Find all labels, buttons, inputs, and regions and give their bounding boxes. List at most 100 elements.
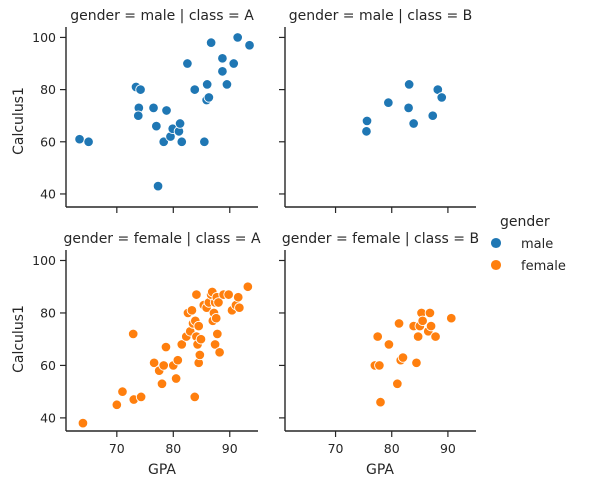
data-point <box>214 347 225 358</box>
legend-title: gender <box>500 214 550 230</box>
x-tick-label: 70 <box>109 441 125 456</box>
data-point <box>408 118 419 129</box>
data-point <box>195 333 207 345</box>
data-point <box>111 399 123 411</box>
data-point <box>176 339 188 350</box>
x-tick-label: 90 <box>222 441 238 456</box>
y-tick-label: 60 <box>40 134 56 149</box>
panel-title: gender = female | class = A <box>63 231 261 247</box>
panel-1: gender = male | class = A 40 60 80 100 <box>32 8 258 213</box>
data-point <box>161 105 172 116</box>
panel-title: gender = male | class = B <box>289 8 473 24</box>
data-point <box>74 133 85 145</box>
data-point <box>182 58 193 69</box>
data-point <box>172 354 184 366</box>
data-point <box>223 289 234 300</box>
data-point <box>209 339 221 350</box>
data-point <box>193 320 204 332</box>
data-point <box>189 84 201 95</box>
y-tick-label: 80 <box>40 82 56 97</box>
x-tick-label: 80 <box>384 441 400 456</box>
y-axis-label-bottom: Calculus1 <box>11 305 27 373</box>
data-point <box>160 341 172 353</box>
data-point <box>425 320 437 332</box>
panel-title: gender = male | class = A <box>70 8 254 24</box>
y-tick-label: 100 <box>32 30 56 45</box>
data-point <box>199 136 210 148</box>
data-point <box>427 110 438 121</box>
data-point <box>403 102 414 114</box>
data-point <box>212 328 223 340</box>
data-point <box>221 79 233 90</box>
data-point <box>205 37 217 48</box>
data-point <box>397 352 409 363</box>
data-point <box>170 373 182 384</box>
data-point <box>189 391 201 403</box>
data-point <box>403 79 415 90</box>
legend-marker-female <box>490 259 502 271</box>
y-tick-label: 80 <box>40 305 56 320</box>
y-axis-label-top: Calculus1 <box>11 87 27 155</box>
data-point <box>213 297 224 308</box>
data-point <box>148 102 159 114</box>
data-point <box>412 331 424 342</box>
y-tick-label: 40 <box>40 186 56 201</box>
x-tick-label: 90 <box>440 441 456 456</box>
data-point <box>411 357 422 369</box>
data-point <box>375 396 386 408</box>
data-point <box>446 312 457 324</box>
data-point <box>232 291 244 303</box>
data-point <box>210 312 222 324</box>
data-point <box>151 120 162 132</box>
data-point <box>383 339 395 350</box>
y-tick-label: 100 <box>32 253 56 268</box>
data-point <box>77 417 89 429</box>
panel-4: gender = female | class = B 70 80 90 <box>279 231 479 456</box>
data-point <box>191 289 202 300</box>
x-tick-label: 80 <box>165 441 181 456</box>
data-point <box>201 79 213 90</box>
data-point <box>374 360 385 371</box>
data-point <box>148 357 160 369</box>
data-point <box>242 281 254 292</box>
x-tick-label: 70 <box>328 441 344 456</box>
data-point <box>217 66 228 77</box>
legend-marker-male <box>490 237 502 249</box>
facet-panels: gender = male | class = A406080100gender… <box>32 8 479 456</box>
data-point <box>361 126 372 137</box>
panel-title: gender = female | class = B <box>282 231 479 247</box>
panel-2: gender = male | class = B <box>279 8 476 213</box>
data-point <box>393 318 405 329</box>
panel-3: gender = female | class = A 40 60 80 100 70 80… <box>32 231 261 456</box>
data-point <box>228 58 239 69</box>
data-point <box>232 32 243 43</box>
data-point <box>135 391 147 403</box>
legend: gender male female <box>490 214 566 274</box>
data-point <box>174 118 186 129</box>
y-tick-label: 40 <box>40 410 56 425</box>
data-point <box>83 136 94 148</box>
data-point <box>383 97 394 108</box>
data-point <box>194 349 206 361</box>
x-axis-label-left: GPA <box>148 462 176 478</box>
data-point <box>217 53 228 64</box>
data-point <box>133 110 144 121</box>
data-point <box>234 302 245 313</box>
x-axis-label-right: GPA <box>366 462 394 478</box>
data-point <box>117 386 128 397</box>
data-point <box>430 331 441 342</box>
data-point <box>156 378 168 390</box>
data-point <box>203 92 215 103</box>
data-point <box>244 40 255 51</box>
data-point <box>417 315 428 327</box>
legend-label-female: female <box>521 259 566 274</box>
data-point <box>176 136 188 148</box>
data-point <box>186 305 198 316</box>
legend-label-male: male <box>521 237 553 252</box>
y-tick-label: 60 <box>40 358 56 373</box>
data-point <box>135 84 146 95</box>
data-point <box>392 378 403 390</box>
data-point <box>424 307 436 319</box>
data-point <box>361 115 373 127</box>
